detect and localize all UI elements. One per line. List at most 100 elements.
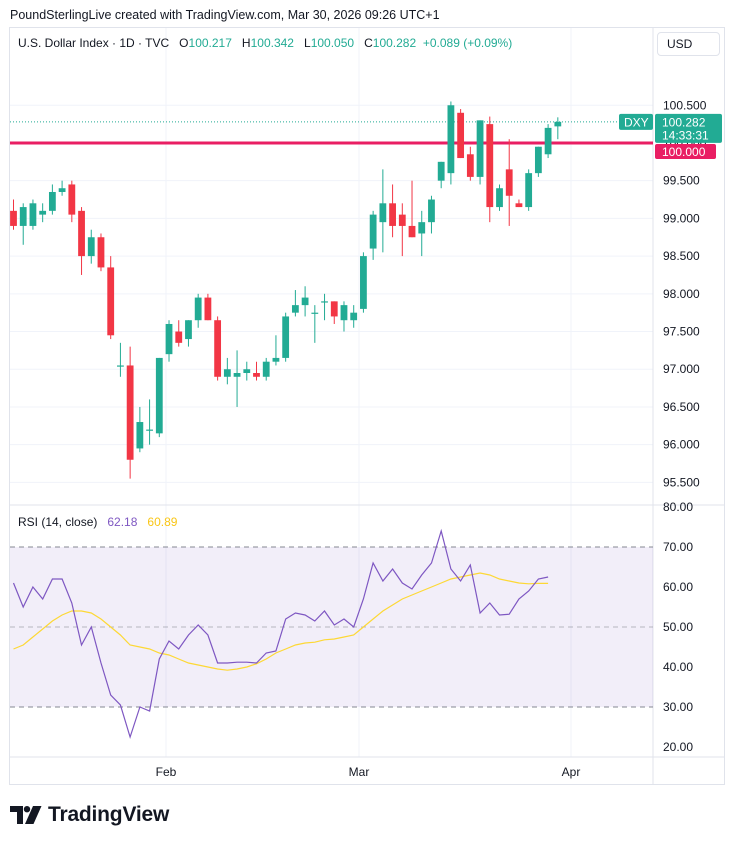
rsi-tick-label: 70.00 — [663, 540, 693, 554]
candle-body — [505, 169, 513, 196]
rsi-tick-label: 60.00 — [663, 580, 693, 594]
candle-body — [466, 154, 474, 177]
candle-body — [29, 203, 37, 226]
rsi-tick-label: 40.00 — [663, 660, 693, 674]
currency-selector[interactable]: USD — [657, 32, 720, 56]
candle-body — [447, 105, 455, 174]
candle-body — [534, 146, 542, 174]
rsi-tick-label: 20.00 — [663, 740, 693, 754]
candle-body — [554, 121, 562, 127]
candle-body — [330, 301, 338, 317]
candle-body — [398, 214, 406, 226]
candle-body — [496, 188, 503, 208]
candle-body — [350, 312, 358, 321]
axes-layer: 95.500 96.000 96.500 97.000 97.500 98.000 98.5… — [156, 98, 722, 779]
candle-body — [155, 357, 163, 434]
candle-body — [282, 316, 290, 358]
price-tick-label: 98.000 — [663, 287, 700, 301]
candle-body — [379, 203, 387, 223]
candle-body — [262, 361, 270, 377]
candle-body — [301, 297, 309, 306]
level-badge-text: 100.000 — [662, 145, 706, 159]
candle-body — [408, 225, 416, 238]
rsi-layer — [10, 528, 653, 739]
candle-body — [243, 369, 251, 374]
candle-body — [87, 237, 95, 257]
close-label: C — [364, 36, 373, 50]
candle-body — [214, 320, 222, 377]
rsi-tick-label: 30.00 — [663, 700, 693, 714]
price-badge-countdown: 14:33:31 — [662, 128, 709, 142]
chart-attribution: PoundSterlingLive created with TradingVi… — [10, 8, 440, 22]
candle-body — [418, 222, 426, 234]
open-label: O — [179, 36, 189, 50]
candle-body — [457, 112, 465, 159]
candle-body — [428, 199, 435, 223]
rsi-ma-value: 60.89 — [147, 515, 178, 529]
level-badge — [655, 143, 716, 159]
price-tick-label: 97.500 — [663, 325, 700, 339]
time-tick-label: Feb — [156, 765, 177, 779]
candle-body — [175, 331, 183, 343]
price-tick-label: 100.500 — [663, 98, 707, 112]
price-badge — [655, 113, 722, 143]
candle-body — [58, 188, 66, 192]
candle-body — [486, 124, 494, 208]
price-tick-label: 95.500 — [663, 475, 700, 489]
price-tick-label: 98.500 — [663, 249, 700, 263]
candle-body — [97, 237, 105, 268]
price-badge-value: 100.282 — [662, 115, 706, 129]
candle-body — [340, 305, 348, 321]
price-tick-label: 97.000 — [663, 362, 700, 376]
tradingview-logo[interactable]: TradingView — [10, 803, 169, 827]
candle-body — [437, 161, 445, 181]
high-value: 100.342 — [250, 36, 294, 50]
candle-body — [233, 373, 241, 377]
high-label: H — [241, 36, 251, 50]
candle-body — [10, 210, 17, 226]
candle-body — [126, 365, 134, 460]
candle-body — [185, 320, 192, 340]
rsi-tick-label: 50.00 — [663, 620, 693, 634]
low-value: 100.050 — [310, 36, 355, 50]
price-tick-label: 96.000 — [663, 438, 700, 452]
rsi-tick-label: 80.00 — [663, 500, 693, 514]
time-tick-label: Mar — [349, 765, 370, 779]
ticker-badge — [619, 113, 653, 130]
rsi-ma-line — [13, 572, 549, 671]
price-tick-label: 96.500 — [663, 400, 700, 414]
rsi-value: 62.18 — [107, 515, 138, 529]
candle-body — [311, 312, 319, 314]
candle-body — [48, 191, 56, 211]
rsi-legend: RSI (14, close) 62.18 60.89 — [18, 515, 177, 529]
candle-body — [78, 210, 85, 257]
candle-body — [68, 184, 76, 215]
close-value: 100.282 — [372, 36, 417, 50]
candle-body — [544, 127, 552, 155]
candle-body — [272, 357, 280, 362]
candle-body — [321, 301, 328, 303]
candle-body — [194, 297, 202, 321]
candle-body — [360, 256, 367, 309]
candle-body — [476, 120, 484, 177]
candle-body — [525, 173, 533, 208]
change-value: +0.089 (+0.09%) — [422, 36, 513, 50]
candle-body — [253, 373, 260, 377]
open-value: 100.217 — [188, 36, 232, 50]
candle-body — [107, 267, 115, 336]
candle-body — [291, 305, 299, 313]
chart-frame — [9, 27, 725, 785]
rsi-label[interactable]: RSI (14, close) — [18, 515, 98, 529]
tradingview-logo-icon — [10, 806, 42, 824]
symbol-label[interactable]: U.S. Dollar Index · 1D · TVC — [18, 36, 170, 50]
time-tick-label: Apr — [562, 765, 581, 779]
low-label: L — [304, 36, 311, 50]
ohlc-legend: U.S. Dollar Index · 1D · TVC O100.217 H1… — [18, 36, 512, 50]
candles-layer — [10, 101, 653, 479]
candle-body — [389, 203, 396, 226]
ticker-badge-text: DXY — [624, 115, 649, 129]
candle-body — [146, 429, 153, 431]
price-tick-label: 99.500 — [663, 174, 700, 188]
price-tick-label: 99.000 — [663, 211, 700, 225]
